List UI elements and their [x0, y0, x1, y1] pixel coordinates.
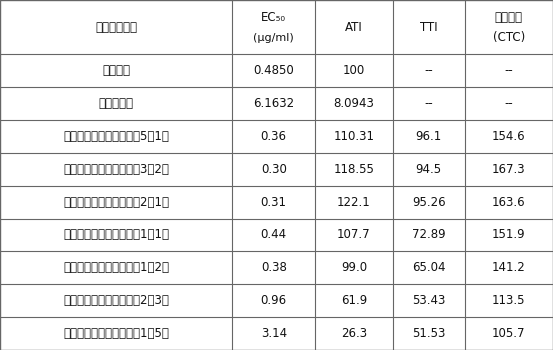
Text: TTI: TTI: [420, 21, 437, 34]
Text: 99.0: 99.0: [341, 261, 367, 274]
Text: 72.89: 72.89: [412, 229, 445, 241]
Text: 四唑酰草胺: 四唑酰草胺: [98, 97, 134, 110]
Text: --: --: [504, 64, 513, 77]
Text: 154.6: 154.6: [492, 130, 525, 143]
Text: 151.9: 151.9: [492, 229, 525, 241]
Text: 95.26: 95.26: [412, 196, 445, 209]
Text: EC₅₀: EC₅₀: [261, 11, 286, 24]
Text: 94.5: 94.5: [415, 163, 442, 176]
Text: 0.44: 0.44: [260, 229, 287, 241]
Text: 3.14: 3.14: [260, 327, 287, 340]
Text: ATI: ATI: [345, 21, 363, 34]
Text: 吡嘧磺隆：四唑酰草胺（1：5）: 吡嘧磺隆：四唑酰草胺（1：5）: [63, 327, 169, 340]
Text: 吡嘧磺隆：四唑酰草胺（1：2）: 吡嘧磺隆：四唑酰草胺（1：2）: [63, 261, 169, 274]
Text: 51.53: 51.53: [412, 327, 445, 340]
Text: 107.7: 107.7: [337, 229, 371, 241]
Text: 共毒系数: 共毒系数: [495, 11, 523, 24]
Text: --: --: [424, 97, 433, 110]
Text: --: --: [504, 97, 513, 110]
Text: 61.9: 61.9: [341, 294, 367, 307]
Text: 110.31: 110.31: [333, 130, 374, 143]
Text: 141.2: 141.2: [492, 261, 526, 274]
Text: (CTC): (CTC): [493, 32, 525, 44]
Text: 0.36: 0.36: [260, 130, 287, 143]
Text: 163.6: 163.6: [492, 196, 525, 209]
Text: 吡嘧磺隆：四唑酰草胺（2：3）: 吡嘧磺隆：四唑酰草胺（2：3）: [63, 294, 169, 307]
Text: 6.1632: 6.1632: [253, 97, 294, 110]
Text: 0.96: 0.96: [260, 294, 287, 307]
Text: 吡嘧磺隆：四唑酰草胺（2：1）: 吡嘧磺隆：四唑酰草胺（2：1）: [63, 196, 169, 209]
Text: --: --: [424, 64, 433, 77]
Text: 吡嘧磺隆：四唑酰草胺（1：1）: 吡嘧磺隆：四唑酰草胺（1：1）: [63, 229, 169, 241]
Text: 118.55: 118.55: [333, 163, 374, 176]
Text: 100: 100: [343, 64, 365, 77]
Text: 吡嘧磺隆：四唑酰草胺（5：1）: 吡嘧磺隆：四唑酰草胺（5：1）: [63, 130, 169, 143]
Text: 122.1: 122.1: [337, 196, 371, 209]
Text: 0.31: 0.31: [260, 196, 287, 209]
Text: 有效成分配比: 有效成分配比: [95, 21, 137, 34]
Text: 96.1: 96.1: [415, 130, 442, 143]
Text: 26.3: 26.3: [341, 327, 367, 340]
Text: 0.4850: 0.4850: [253, 64, 294, 77]
Text: 0.30: 0.30: [261, 163, 286, 176]
Text: 65.04: 65.04: [412, 261, 445, 274]
Text: 吡嘧磺隆：四唑酰草胺（3：2）: 吡嘧磺隆：四唑酰草胺（3：2）: [63, 163, 169, 176]
Text: 105.7: 105.7: [492, 327, 525, 340]
Text: 167.3: 167.3: [492, 163, 525, 176]
Text: 113.5: 113.5: [492, 294, 525, 307]
Text: 8.0943: 8.0943: [333, 97, 374, 110]
Text: 53.43: 53.43: [412, 294, 445, 307]
Text: (μg/ml): (μg/ml): [253, 33, 294, 43]
Text: 吡嘧磺隆: 吡嘧磺隆: [102, 64, 130, 77]
Text: 0.38: 0.38: [261, 261, 286, 274]
